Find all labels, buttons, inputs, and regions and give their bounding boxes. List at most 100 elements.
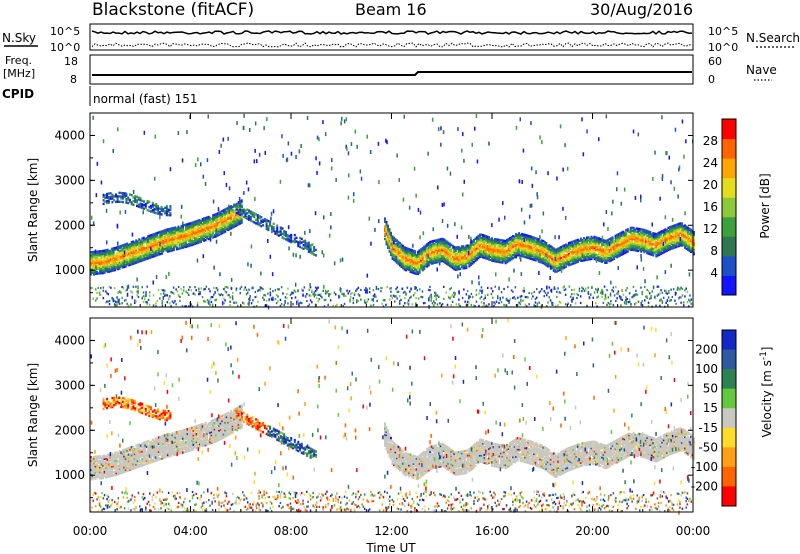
power-cell [439,242,442,246]
power-cell [688,305,690,308]
power-cell [453,261,456,264]
power-cell [557,253,560,257]
power-cell [235,301,238,304]
power-cell [421,254,424,258]
power-cell [429,285,431,288]
power-cell [522,289,524,292]
power-cell [393,249,395,252]
power-cell [262,296,264,299]
power-cell [482,234,484,237]
power-cell [182,235,184,238]
power-cell [115,246,118,249]
power-cell [656,294,659,297]
power-cell [656,248,659,251]
power-cell [652,247,655,251]
power-cell [634,247,637,250]
power-cell [522,253,525,257]
power-cell [673,240,676,243]
power-cell [448,242,451,245]
power-cell [435,256,438,259]
power-cell [237,201,240,204]
power-cell [495,249,498,252]
station-title: Blackstone (fitACF) [92,0,254,20]
power-cell [613,245,616,248]
power-cell [200,237,202,240]
power-cell [469,252,472,256]
power-cell [572,259,575,262]
power-cell [216,223,219,226]
power-cell [93,250,95,254]
power-cell [567,248,570,251]
power-cell [394,245,397,249]
power-cell [426,257,429,260]
power-cell [139,256,142,260]
power-cell [216,214,219,217]
power-cell [543,244,546,247]
power-cell [592,246,594,249]
power-cell [669,299,671,302]
power-cell [225,226,228,229]
power-cell [598,257,600,261]
power-cell [492,239,495,242]
power-cell [157,288,160,292]
power-cell [558,268,561,272]
power-cell [670,247,673,250]
power-cell [99,254,101,258]
power-cell [451,262,454,265]
power-cell [469,262,472,265]
power-cell [440,142,442,147]
power-cell [563,264,566,268]
power-cell [183,236,186,239]
power-cell [154,235,157,238]
power-cell [616,235,619,238]
power-cell [653,232,656,235]
power-cell [450,265,453,269]
power-cell [665,230,668,233]
power-cell [478,244,481,247]
power-cell [463,246,466,249]
freq-label: Freq. [5,54,32,67]
power-cell [548,259,551,263]
power-cell [573,260,576,263]
power-cell [436,303,439,306]
power-cell [402,262,405,265]
power-cell [647,239,650,243]
power-cell [194,241,196,244]
power-cell [218,219,221,222]
power-cell [414,256,417,259]
power-cell [608,250,611,253]
power-cell [138,250,141,254]
power-cell [375,285,378,290]
power-cell [189,286,191,289]
power-cell [478,254,481,257]
power-cell [566,263,569,266]
power-cell [622,232,625,235]
power-cell [631,242,634,245]
power-cell [503,245,506,249]
power-cell [527,245,530,249]
power-cell [408,205,411,210]
power-cell [623,301,626,304]
power-cell [500,257,502,261]
power-cell [608,303,611,306]
power-cell [492,290,494,293]
power-cell [668,240,671,243]
power-cell [192,222,195,226]
power-cell [162,247,165,250]
power-cell [144,258,147,261]
power-cell [469,295,471,298]
power-cell [472,246,475,250]
power-cell [629,232,632,236]
power-cell [495,247,498,251]
power-cell [475,239,478,242]
power-cell [454,260,457,264]
power-cell [564,249,567,253]
power-cell [617,236,620,239]
power-cell [658,251,661,255]
power-cell [390,242,392,246]
power-cell [123,257,126,261]
power-cell [100,254,103,258]
power-cell [491,237,493,240]
power-cell [608,249,611,252]
power-cell [571,293,573,296]
